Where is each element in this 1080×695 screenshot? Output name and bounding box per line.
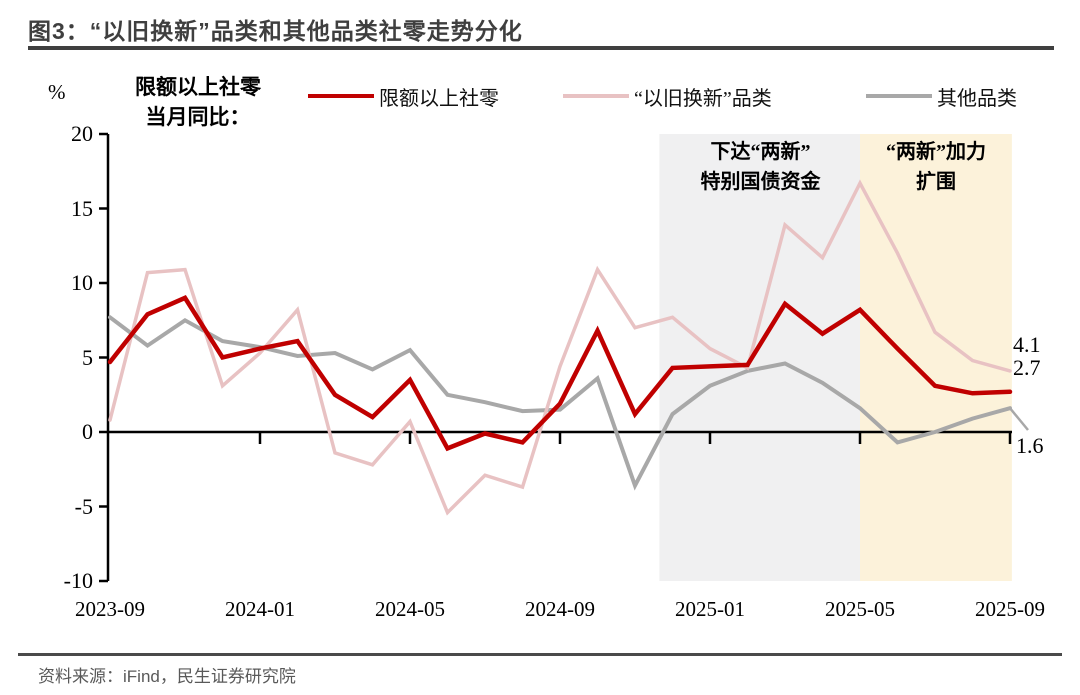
legend-line-swatch [563,94,629,98]
legend-line-swatch [866,94,932,98]
series-line-1 [108,179,1012,516]
series-line-0 [107,295,1013,452]
y-axis-tick-label: 15 [71,195,93,221]
axis-note-line2: 当月同比： [145,105,251,129]
x-axis-tick-label: 2024-01 [225,597,295,621]
y-axis-unit: % [48,80,66,104]
chart-area: % 限额以上社零 当月同比： 限额以上社零 “以旧换新”品类 其他品类下达“两新” 特… [0,52,1080,642]
chart-canvas [99,132,1029,583]
legend-item-0: 限额以上社零 [308,84,499,110]
region-annotation-line2: 特别国债资金 [700,171,821,193]
legend-line-swatch [308,93,374,99]
x-axis-tick-label: 2024-05 [375,597,445,621]
axis-note: 限额以上社零 当月同比： [133,72,263,132]
source-divider [18,653,1062,656]
highlight-region-0 [659,134,860,581]
y-axis-tick-label: -10 [63,568,93,593]
region-annotation-line1: 下达“两新” [710,141,811,163]
series-end-value-label-2: 1.6 [1016,433,1044,458]
y-axis-tick-label: -5 [74,493,93,519]
title-underline [28,46,1054,50]
region-annotation-line1: “两新”加力 [886,141,986,163]
legend-label: 限额以上社零 [379,87,499,110]
end-label-leader-line [1009,407,1029,431]
legend-label: “以旧换新”品类 [634,87,772,110]
legend-label: 其他品类 [937,87,1017,110]
axis-note-line1: 限额以上社零 [135,75,261,99]
y-axis-tick-label: 5 [82,344,93,370]
x-axis-tick-label: 2025-09 [975,597,1045,621]
region-annotation-line2: 扩围 [916,171,956,193]
legend-item-2: 其他品类 [866,84,1017,110]
y-axis-tick-label: 10 [71,270,93,295]
highlight-region-1 [860,134,1012,581]
y-axis-tick-label: 20 [71,121,93,146]
series-end-value-label-1: 4.1 [1013,332,1041,357]
x-axis-tick-label: 2024-09 [525,597,595,621]
region-annotation-1: “两新”加力 扩围 [860,137,1012,197]
y-axis-tick-label: 0 [82,419,93,444]
x-axis-tick-label: 2025-01 [675,597,745,621]
x-axis-tick-label: 2023-09 [75,597,145,621]
x-axis-tick-label: 2025-05 [825,597,895,621]
figure-title: 图3：“以旧换新”品类和其他品类社零走势分化 [28,18,523,44]
region-annotation-0: 下达“两新” 特别国债资金 [661,137,860,197]
series-end-value-label-0: 2.7 [1013,355,1041,380]
legend-item-1: “以旧换新”品类 [563,84,772,110]
source-note: 资料来源：iFind，民生证券研究院 [38,667,296,686]
